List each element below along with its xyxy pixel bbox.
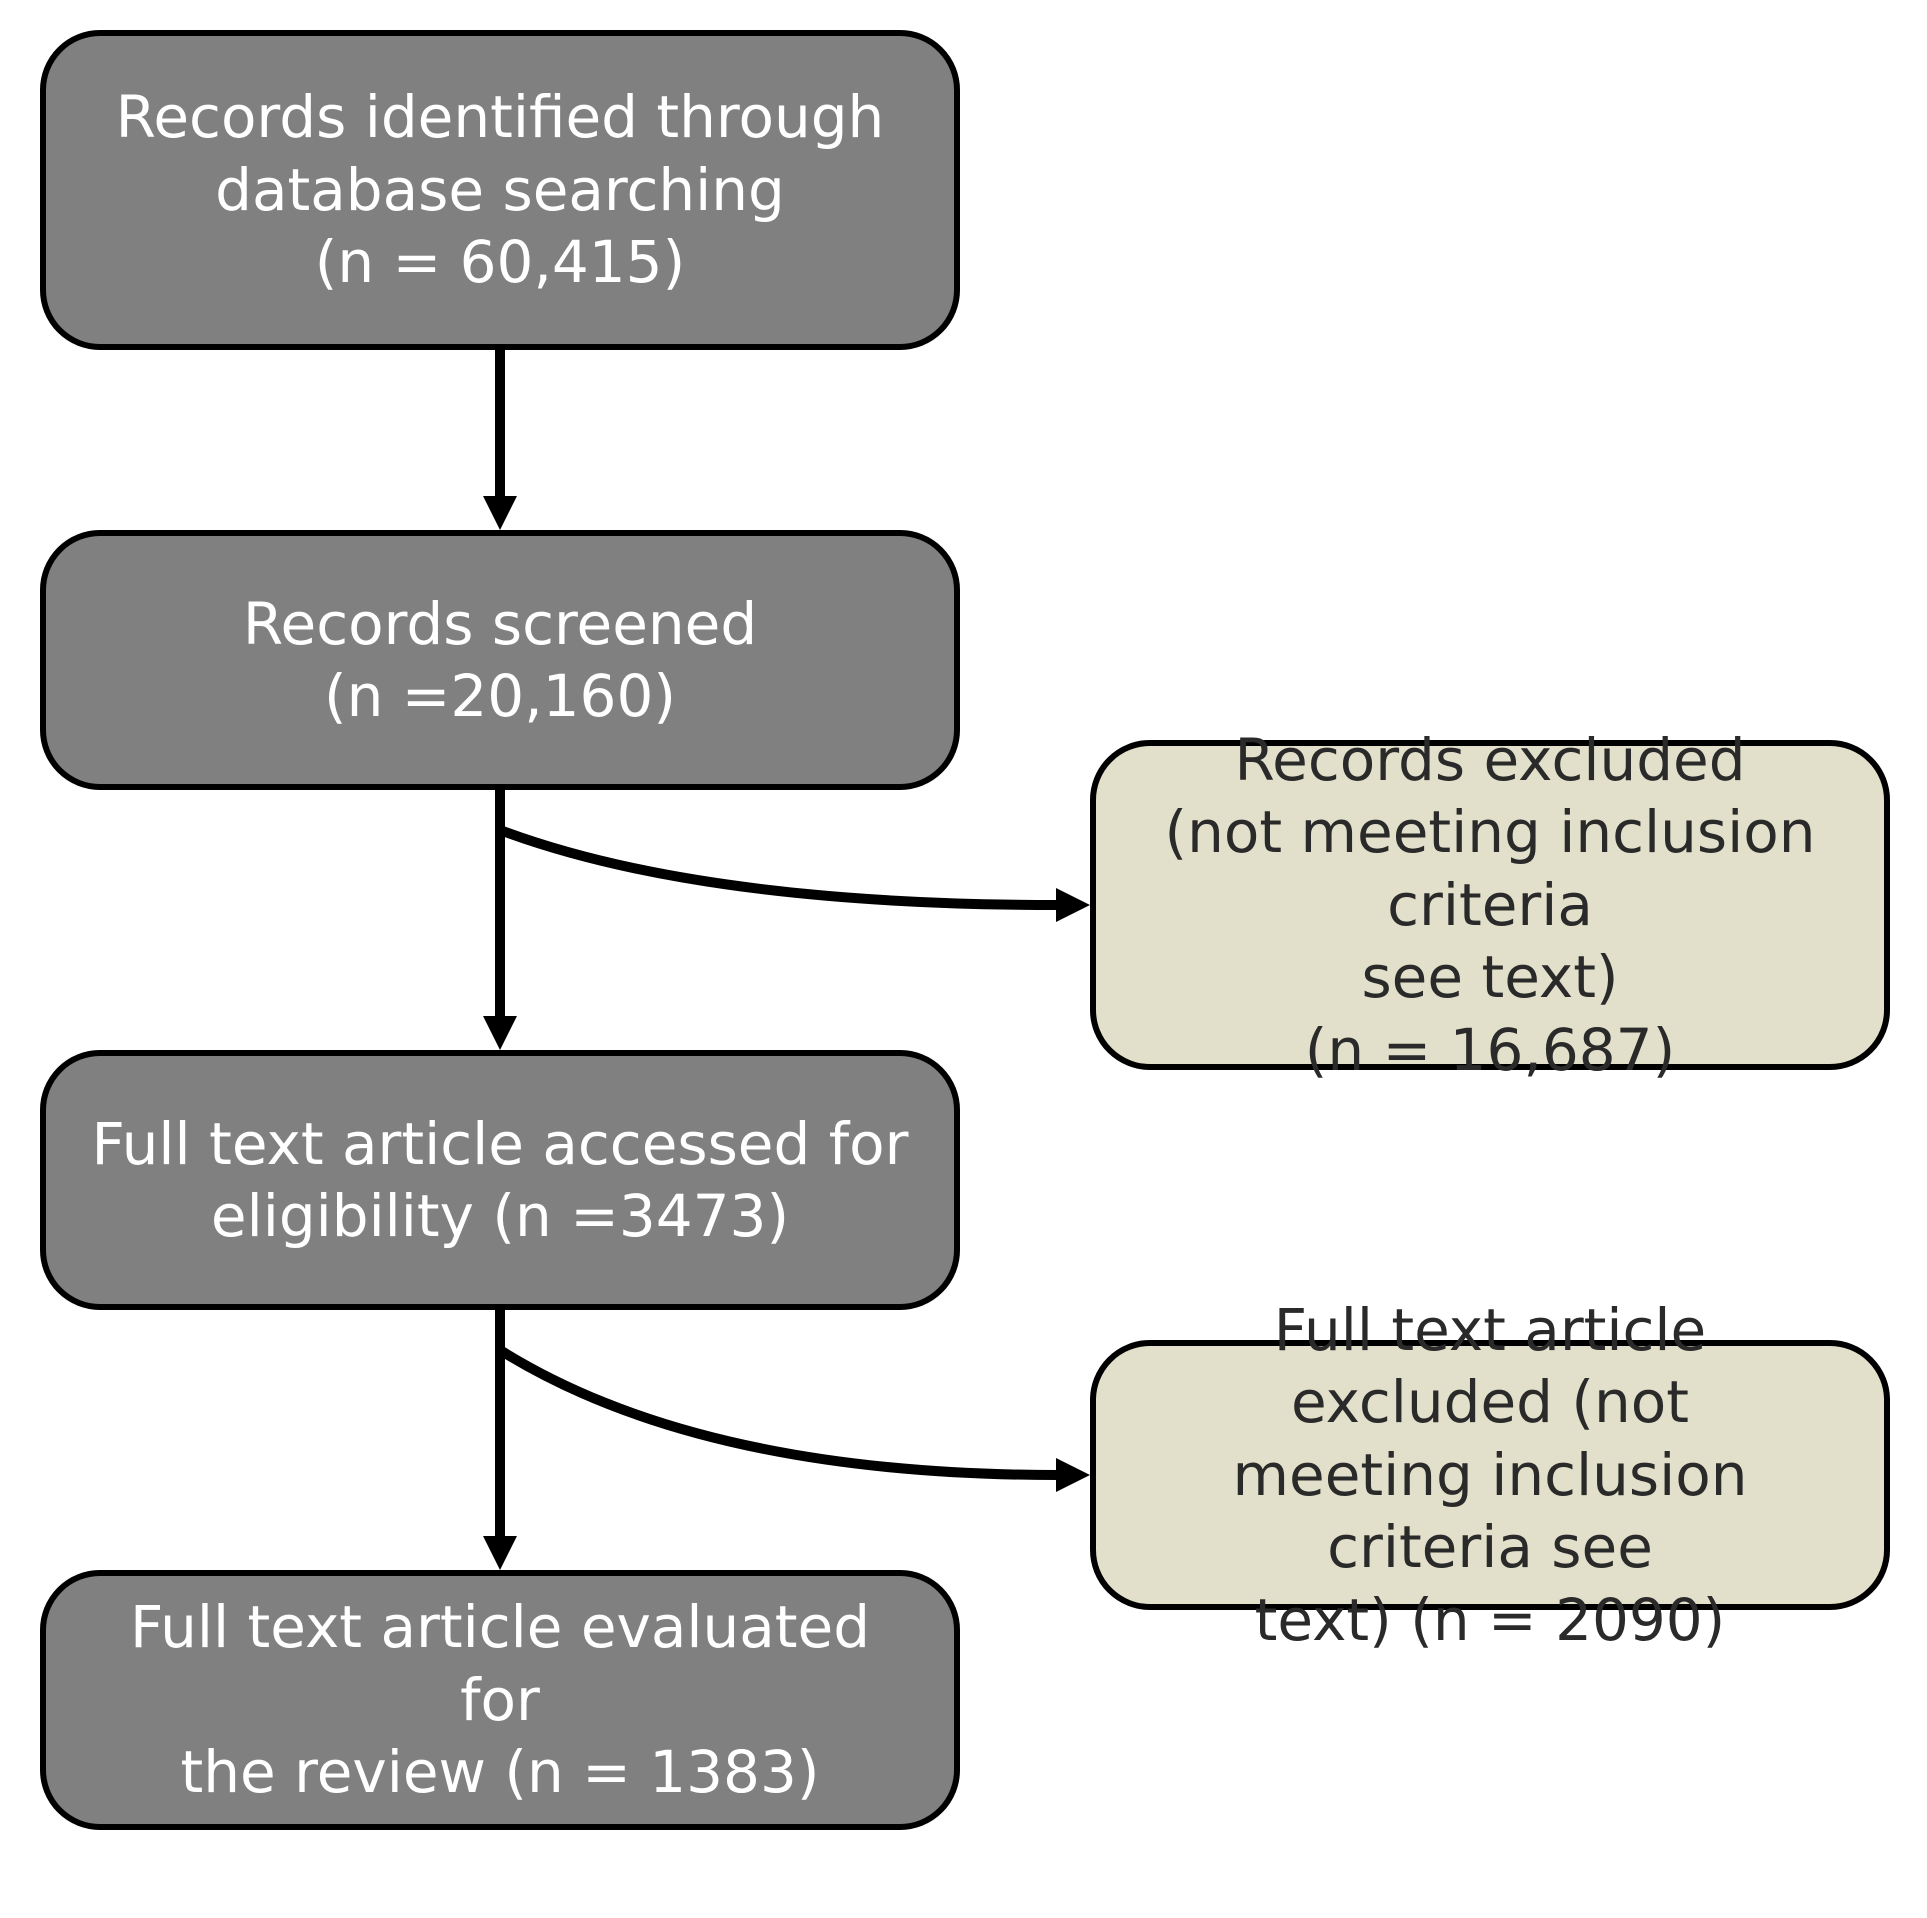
flowchart-edge-e5 [500,1350,1058,1475]
flowchart-node-s1: Records excluded (not meeting inclusion … [1090,740,1890,1070]
flowchart-node-s2: Full text article excluded (not meeting … [1090,1340,1890,1610]
flowchart-node-label: Records identified through database sear… [116,81,885,299]
flowchart-node-n1: Records identified through database sear… [40,30,960,350]
flowchart-node-label: Records excluded (not meeting inclusion … [1136,724,1844,1087]
flowchart-node-label: Full text article excluded (not meeting … [1136,1294,1844,1657]
flowchart-node-n2: Records screened (n =20,160) [40,530,960,790]
flowchart-edge-e4 [500,830,1058,905]
flowchart-canvas: Records identified through database sear… [0,0,1927,1918]
flowchart-node-label: Records screened (n =20,160) [243,588,757,733]
flowchart-node-n4: Full text article evaluated for the revi… [40,1570,960,1830]
flowchart-node-n3: Full text article accessed for eligibili… [40,1050,960,1310]
flowchart-node-label: Full text article evaluated for the revi… [86,1591,914,1809]
flowchart-node-label: Full text article accessed for eligibili… [91,1108,908,1253]
